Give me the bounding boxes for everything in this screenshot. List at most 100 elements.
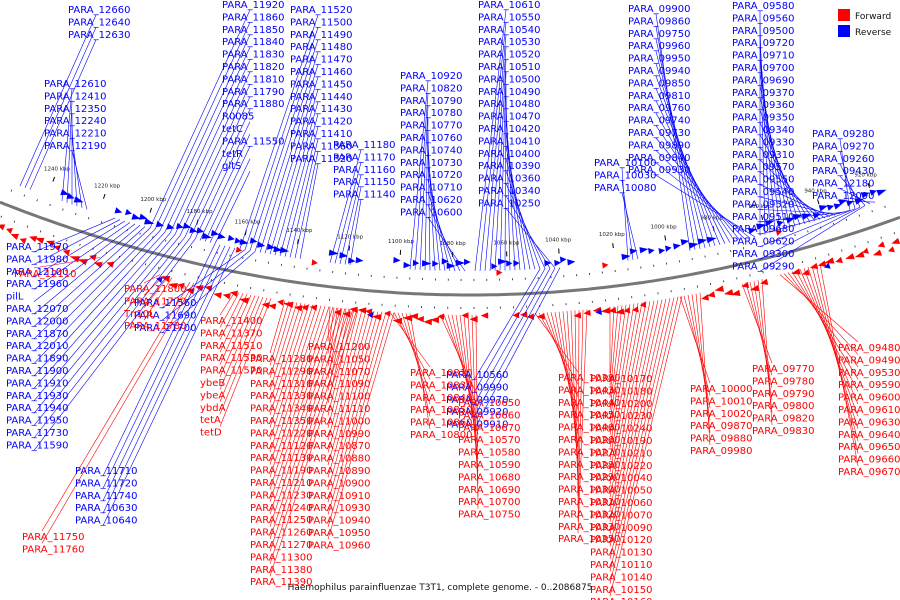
gene-arrow — [876, 189, 887, 196]
leader-line — [329, 149, 362, 263]
gene-label: PARA_11470 — [290, 55, 352, 66]
gene-arrow — [701, 294, 710, 301]
gene-arrow — [554, 259, 562, 267]
gene-arrow — [496, 269, 503, 276]
gene-label: PARA_10940 — [308, 516, 370, 527]
leader-line — [419, 105, 429, 270]
legend-swatch-reverse — [838, 25, 850, 37]
gene-arrow — [277, 299, 284, 306]
leader-line — [174, 71, 251, 235]
gene-arrow — [845, 253, 855, 260]
leader-line — [274, 101, 319, 256]
gene-label: PARA_11820 — [222, 62, 284, 73]
minor-tick — [794, 234, 796, 237]
leader-line — [33, 229, 156, 352]
backbone-arc — [0, 200, 900, 297]
gene-label: PARA_11370 — [200, 328, 262, 339]
gene-label: PARA_11760 — [22, 544, 84, 555]
leader-line — [33, 225, 141, 315]
gene-arrow — [412, 259, 420, 267]
legend-label-forward: Forward — [855, 12, 891, 22]
gene-label: PARA_11500 — [290, 17, 352, 28]
leader-line — [327, 308, 343, 379]
leader-line — [33, 239, 196, 451]
gene-label: PARA_12100 — [6, 267, 68, 278]
gene-arrow — [559, 256, 567, 263]
gene-arrow — [665, 245, 672, 252]
gene-label: PARA_11360 — [290, 141, 352, 152]
gene-label: PARA_12070 — [6, 304, 68, 315]
leader-line — [327, 311, 375, 478]
minor-tick — [36, 199, 38, 202]
leader-line — [327, 308, 347, 391]
gene-label: PARA_10760 — [400, 133, 462, 144]
gene-label: PARA_09990 — [446, 382, 508, 393]
leader-line — [759, 208, 856, 247]
gene-label: PARA_12660 — [68, 5, 130, 16]
gene-label: PARA_11480 — [290, 42, 352, 53]
gene-label: PARA_12210 — [44, 129, 106, 140]
leader-line — [339, 174, 362, 264]
gene-label: PARA_11700 — [134, 323, 196, 334]
leader-line — [609, 306, 615, 386]
leader-line — [494, 59, 507, 271]
gene-label: PARA_10300 — [558, 485, 620, 496]
gene-arrow — [89, 254, 97, 261]
legend-label-reverse: Reverse — [855, 28, 892, 38]
leader-line — [33, 235, 181, 414]
gene-label: PARA_09510 — [732, 212, 794, 223]
gene-label: PARA_12610 — [44, 79, 106, 90]
leader-line — [811, 265, 859, 442]
gene-arrow — [204, 285, 213, 292]
leader-line — [184, 96, 251, 238]
leader-line — [484, 34, 507, 271]
gene-arrow — [138, 213, 148, 220]
leader-line — [219, 295, 256, 378]
gene-arrow — [301, 304, 309, 312]
gene-label: PARA_10340 — [478, 186, 540, 197]
gene-arrow — [155, 220, 165, 228]
gene-label: PARA_11140 — [333, 190, 395, 201]
leader-line — [164, 47, 251, 233]
leader-line — [609, 297, 675, 572]
gene-label: PARA_10440 — [558, 398, 620, 409]
leader-line — [655, 63, 711, 247]
gene-label: PARA_11310 — [250, 379, 312, 390]
gene-label: Tn10L — [123, 309, 155, 320]
gene-label: PARA_10780 — [400, 108, 462, 119]
scale-tick — [103, 193, 106, 199]
gene-label: PARA_09500 — [732, 26, 794, 37]
gene-arrow — [824, 257, 835, 264]
leader-line — [609, 303, 635, 448]
gene-label: PARA_09540 — [732, 187, 794, 198]
gene-label: PARA_11710 — [75, 466, 137, 477]
gene-label: PARA_09970 — [446, 395, 508, 406]
gene-label: PARA_10100 — [594, 158, 656, 169]
gene-label: PARA_11300 — [250, 552, 312, 563]
leader-line — [745, 282, 773, 376]
leader-line-layer — [19, 9, 876, 597]
leader-line — [269, 306, 330, 490]
gene-label: PARA_10160 — [590, 597, 652, 600]
gene-label: PARA_10880 — [308, 454, 370, 465]
gene-label: PARA_09980 — [690, 446, 752, 457]
minor-tick — [158, 266, 160, 269]
leader-line — [759, 206, 861, 260]
gene-label: PARA_10270 — [558, 447, 620, 458]
gene-label: PARA_09740 — [628, 116, 690, 127]
leader-line — [504, 84, 507, 271]
leader-line — [209, 158, 251, 243]
gene-label: PARA_11340 — [250, 404, 312, 415]
leader-line — [759, 171, 826, 219]
gene-label: PARA_10500 — [478, 74, 540, 85]
gene-label: PARA_10360 — [478, 174, 540, 185]
leader-line — [759, 210, 851, 235]
gene-label: PARA_10600 — [400, 207, 462, 218]
gene-label: PARA_11420 — [290, 117, 352, 128]
gene-arrow — [756, 223, 767, 230]
gene-arrow — [177, 282, 185, 290]
gene-label: PARA_10130 — [590, 548, 652, 559]
gene-label: PARA_10320 — [558, 509, 620, 520]
leader-line — [499, 71, 507, 271]
legend: Forward Reverse — [838, 9, 892, 38]
